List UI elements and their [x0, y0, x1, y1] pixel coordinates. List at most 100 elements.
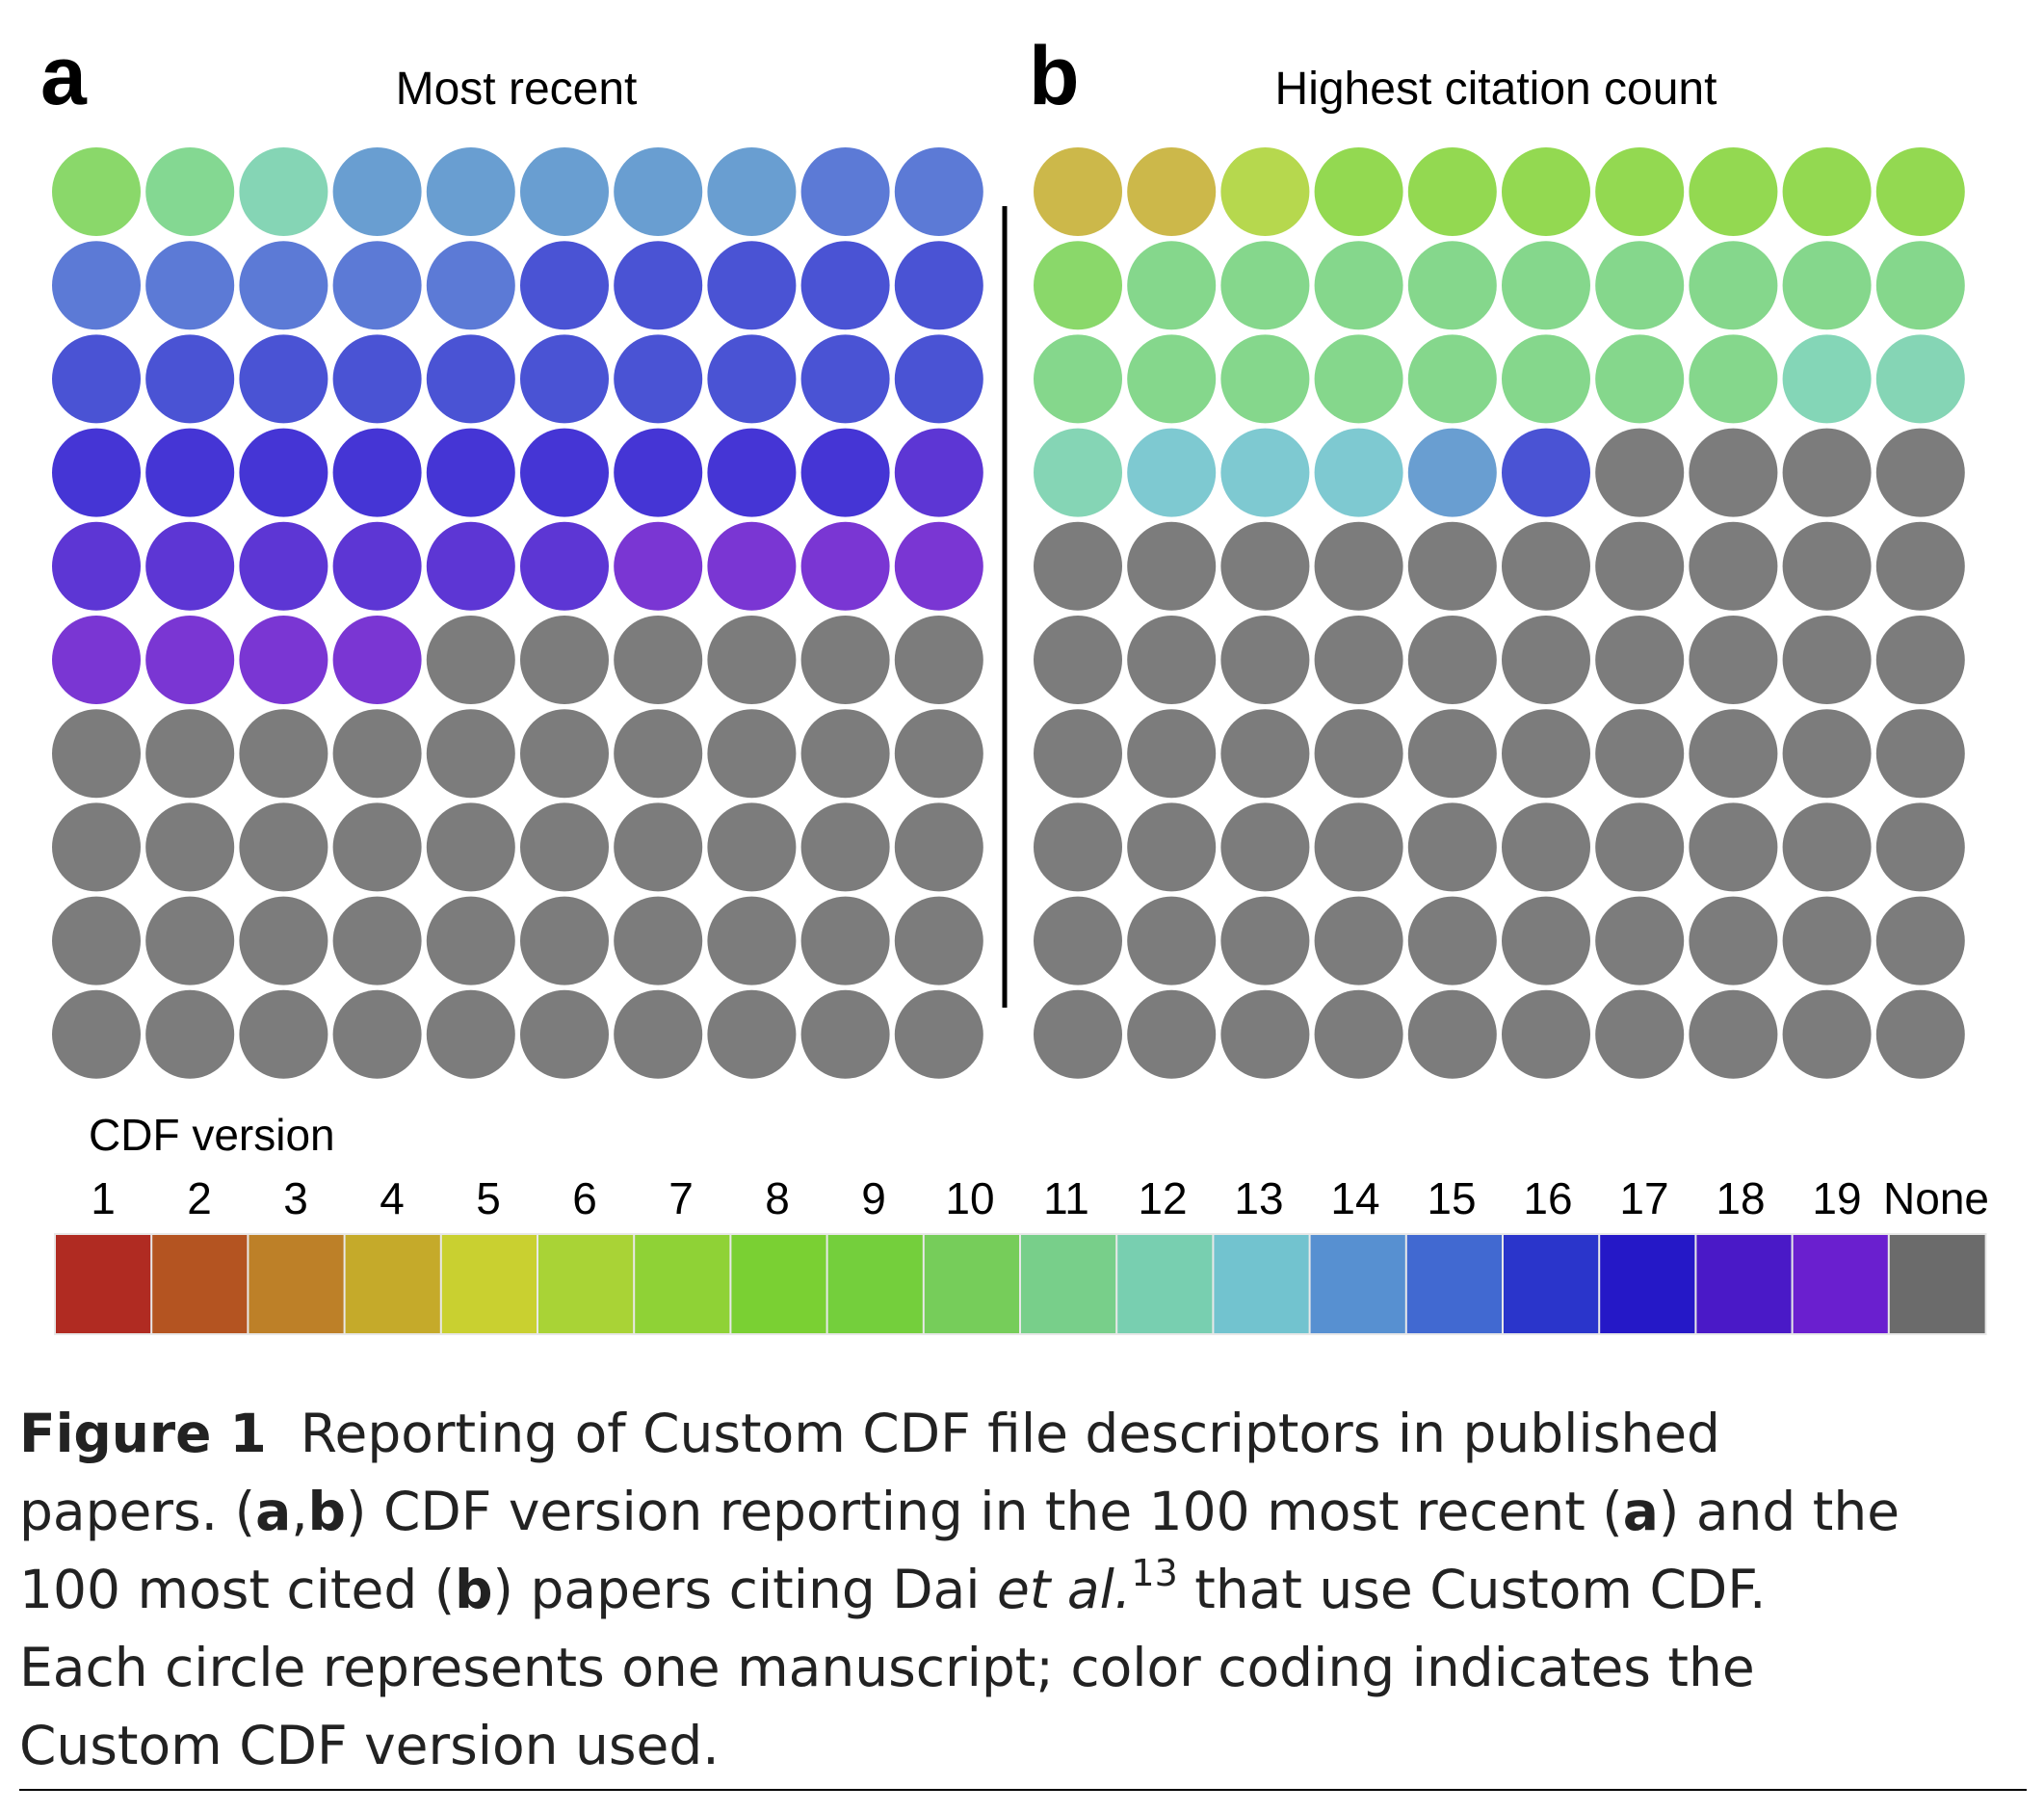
waffle-dot-vNone — [1502, 616, 1590, 704]
waffle-dot-vNone — [1782, 428, 1872, 517]
waffle-dot-v7 — [1875, 147, 1965, 236]
waffle-dot-v12 — [239, 147, 328, 236]
waffle-dot-v10 — [1220, 241, 1310, 330]
waffle-dot-vNone — [707, 709, 797, 799]
legend-tick-3: 3 — [283, 1173, 308, 1223]
waffle-dot-vNone — [1034, 896, 1122, 985]
waffle-dot-vNone — [239, 802, 328, 892]
waffle-dot-v16 — [1502, 428, 1590, 517]
waffle-dot-vNone — [1220, 616, 1310, 704]
legend-swatch-none — [1887, 1233, 1987, 1335]
waffle-dot-vNone — [1689, 521, 1778, 611]
legend-tick-9: 9 — [861, 1173, 886, 1223]
waffle-dot-vNone — [1875, 896, 1965, 985]
waffle-dot-vNone — [1595, 521, 1685, 611]
waffle-dot-v19 — [52, 616, 141, 704]
waffle-dot-v17 — [332, 428, 422, 517]
waffle-dot-vNone — [1689, 802, 1778, 892]
panel-b-title: Highest citation count — [1275, 64, 1717, 115]
caption-line-4: Each circle represents one manuscript; c… — [19, 1637, 1755, 1698]
waffle-dot-v14 — [614, 147, 703, 236]
caption-panel-ref: b — [307, 1481, 347, 1542]
legend-swatch-8 — [729, 1233, 829, 1335]
waffle-dot-vNone — [332, 709, 422, 799]
waffle-dot-vNone — [1689, 896, 1778, 985]
waffle-dot-vNone — [707, 989, 797, 1079]
waffle-dot-vNone — [614, 802, 703, 892]
waffle-dot-vNone — [1782, 521, 1872, 611]
caption-text: papers. ( — [19, 1481, 256, 1542]
waffle-dot-v15 — [239, 241, 328, 330]
waffle-dot-vNone — [1220, 709, 1310, 799]
legend-tick-labels: 1 2 3 4 5 6 7 8 9 10 11 12 13 14 15 16 17 18 19 None — [91, 1173, 1989, 1223]
waffle-dot-v18 — [426, 521, 515, 611]
legend-tick-17: 17 — [1619, 1173, 1668, 1223]
waffle-dot-vNone — [1034, 709, 1122, 799]
waffle-dot-vNone — [1782, 709, 1872, 799]
bottom-rule — [19, 1789, 2027, 1791]
waffle-dot-v16 — [707, 241, 797, 330]
waffle-dot-vNone — [145, 989, 235, 1079]
waffle-dot-vNone — [1502, 896, 1590, 985]
waffle-dot-v12 — [1875, 334, 1965, 424]
waffle-dot-vNone — [332, 896, 422, 985]
waffle-dot-v10 — [1689, 241, 1778, 330]
waffle-dot-v17 — [239, 428, 328, 517]
legend-tick-11: 11 — [1043, 1173, 1089, 1223]
caption-line-3: 100 most cited (b) papers citing Dai et … — [19, 1555, 1767, 1620]
waffle-dot-vNone — [1875, 616, 1965, 704]
caption-panel-ref: a — [255, 1481, 292, 1542]
caption-et-al: et al. — [997, 1559, 1132, 1620]
waffle-dot-vNone — [426, 709, 515, 799]
waffle-dot-v10 — [1127, 241, 1217, 330]
waffle-dot-vNone — [1314, 989, 1403, 1079]
waffle-dot-v19 — [800, 521, 890, 611]
caption-line-1-text: Reporting of Custom CDF file descriptors… — [300, 1403, 1720, 1464]
caption-line-1: Figure 1 Reporting of Custom CDF file de… — [19, 1403, 1720, 1464]
waffle-dot-v10 — [1314, 241, 1403, 330]
legend-tick-4: 4 — [380, 1173, 405, 1223]
waffle-dot-v16 — [52, 334, 141, 424]
waffle-dot-v19 — [614, 521, 703, 611]
waffle-dot-vNone — [426, 802, 515, 892]
waffle-dot-vNone — [707, 802, 797, 892]
caption-text: ) papers citing Dai — [492, 1559, 998, 1620]
waffle-dot-vNone — [520, 709, 609, 799]
waffle-dot-vNone — [1595, 896, 1685, 985]
waffle-dot-v16 — [800, 241, 890, 330]
waffle-dot-v17 — [145, 428, 235, 517]
waffle-dot-vNone — [426, 896, 515, 985]
waffle-dot-v17 — [52, 428, 141, 517]
waffle-dot-vNone — [332, 989, 422, 1079]
waffle-dot-vNone — [1034, 802, 1122, 892]
waffle-dot-vNone — [1689, 428, 1778, 517]
waffle-dot-vNone — [1314, 802, 1403, 892]
waffle-dot-v15 — [894, 147, 983, 236]
panel-a-label: a — [40, 30, 88, 122]
waffle-dot-vNone — [1220, 896, 1310, 985]
caption-line-5: Custom CDF version used. — [19, 1715, 720, 1776]
waffle-dot-v19 — [894, 521, 983, 611]
waffle-dot-vNone — [1689, 616, 1778, 704]
waffle-dot-vNone — [1127, 709, 1217, 799]
waffle-grid-b — [1034, 147, 1965, 1079]
waffle-dot-v19 — [332, 616, 422, 704]
legend-tick-none: None — [1883, 1173, 1989, 1223]
waffle-dot-vNone — [145, 802, 235, 892]
waffle-dot-v7 — [1689, 147, 1778, 236]
waffle-dot-vNone — [800, 802, 890, 892]
waffle-dot-v12 — [1034, 428, 1122, 517]
waffle-dot-v17 — [800, 428, 890, 517]
legend-swatch-14 — [1308, 1233, 1408, 1335]
legend-colorbar — [54, 1233, 1987, 1335]
waffle-dot-vNone — [1595, 709, 1685, 799]
waffle-dot-vNone — [800, 709, 890, 799]
waffle-dot-vNone — [1875, 802, 1965, 892]
legend-tick-13: 13 — [1234, 1173, 1283, 1223]
waffle-dot-vNone — [52, 802, 141, 892]
waffle-dot-v13 — [1127, 428, 1217, 517]
waffle-dot-vNone — [800, 989, 890, 1079]
waffle-dot-v10 — [1689, 334, 1778, 424]
waffle-dot-v17 — [426, 428, 515, 517]
legend-swatch-1 — [54, 1233, 153, 1335]
